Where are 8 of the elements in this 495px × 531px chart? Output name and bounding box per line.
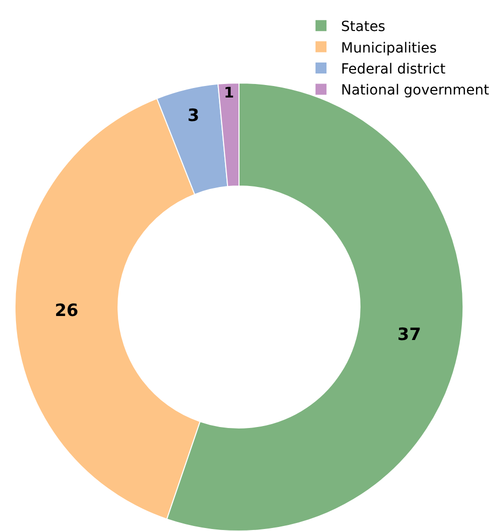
data-label: 26 [54, 301, 78, 322]
data-label: 3 [187, 106, 200, 126]
legend-label: States [341, 19, 386, 36]
legend-label: National government [341, 82, 490, 99]
legend-label: Municipalities [341, 40, 437, 56]
legend-label: Federal district [341, 61, 446, 78]
data-label: 1 [224, 84, 234, 102]
data-label: 37 [397, 325, 422, 346]
